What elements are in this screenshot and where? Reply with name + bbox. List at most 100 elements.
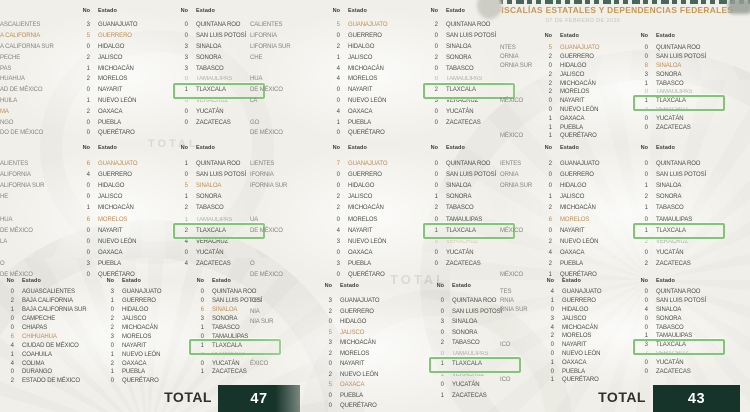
state-cell: MICHOACÁN: [122, 325, 158, 331]
count-cell: 2: [10, 298, 14, 305]
state-cell: NAYARIT: [122, 342, 147, 349]
state-cell: SONORA: [196, 54, 222, 61]
state-cell: HIDALGO: [562, 306, 589, 313]
table-row: 3 MORELOS: [102, 332, 161, 341]
count-cell: 0: [440, 382, 444, 389]
state-cell: MICHOACÁN: [98, 205, 134, 212]
clipped-title-sliver: [487, 0, 750, 4]
state-cell: MORELOS: [98, 216, 128, 223]
table-row: 2 ZACATECAS: [636, 259, 706, 270]
table-row: [500, 203, 532, 214]
column-header-no: No: [324, 283, 332, 289]
table-row: HUA: [0, 214, 44, 225]
state-cell: YUCATÁN: [656, 359, 684, 366]
table-row: 0 NAYARIT: [78, 85, 137, 96]
state-cell: DE MÉXICO: [0, 227, 33, 234]
state-cell: QUINTANA ROO: [212, 289, 257, 296]
count-cell: 2: [434, 205, 438, 212]
table-row: 2 ESTADO DE MÉXICO: [2, 377, 86, 386]
state-cell: TAMAULIPAS: [446, 216, 483, 223]
column-header: No Estado: [426, 145, 465, 151]
table-row: 0 TAMAULIPAS: [636, 88, 706, 97]
state-cell: VERACRUZ: [196, 238, 229, 245]
state-cell: MORELOS: [562, 333, 592, 340]
count-cell: 1: [644, 98, 648, 105]
count-cell: 0: [86, 119, 90, 126]
count-cell: 4: [10, 360, 14, 367]
report-date: 07 DE FEBRERO DE 2026: [546, 18, 621, 24]
state-cell: DO DE MÉXICO: [0, 130, 44, 137]
state-cell: QUERÉTARO: [560, 133, 597, 140]
count-cell: 3: [328, 340, 332, 347]
column-header: No Estado: [2, 278, 41, 284]
state-cell: NUEVO LEÓN: [122, 351, 161, 358]
state-cell: ALIFORNIA: [0, 171, 31, 178]
count-cell: 3: [86, 22, 90, 29]
table-row: 0 YUCATÁN: [636, 114, 706, 123]
table-row: ALIFORNIA: [0, 169, 44, 180]
count-cell: 0: [336, 33, 340, 40]
count-cell: 0: [184, 22, 188, 29]
state-cell: QUERÉTARO: [562, 377, 599, 384]
column-header-no: No: [82, 145, 90, 151]
table-row: 0 GUERRERO: [328, 31, 387, 42]
count-cell: 0: [336, 130, 340, 137]
state-cell: CAMPECHE: [22, 316, 56, 323]
table-row: ORNIA: [500, 169, 532, 180]
count-cell: 0: [644, 298, 648, 305]
count-cell: 4: [548, 250, 552, 257]
table-row: [500, 323, 528, 332]
table-row: 2 JALISCO: [102, 315, 161, 324]
count-cell: 2: [328, 371, 332, 378]
count-cell: 2: [434, 87, 438, 94]
count-cell: 1: [110, 298, 114, 305]
state-cell: NUEVO LEÓN: [98, 97, 137, 104]
count-cell: 0: [110, 307, 114, 314]
table-row: 8 VERACRUZ: [426, 236, 496, 247]
table-row: 6 GUANAJUATO: [78, 158, 138, 169]
table-row: UA: [250, 214, 287, 225]
table-row: 2 GUANAJUATO: [540, 158, 600, 169]
count-cell: 1: [550, 359, 554, 366]
table-row: 0 QUINTANA ROO: [636, 158, 706, 169]
count-cell: 1: [336, 54, 340, 61]
column-header-estado: Estado: [212, 278, 231, 284]
count-cell: 4: [184, 261, 188, 268]
column-header: No Estado: [176, 145, 215, 151]
column-header-estado: Estado: [348, 145, 367, 151]
state-cell: O: [0, 261, 5, 268]
table-row: 1 NUEVO LEÓN: [78, 96, 137, 107]
state-cell: SAN LUIS POTOSÍ: [446, 171, 497, 178]
state-cell: QUINTANA ROO: [452, 298, 497, 305]
state-table-table-1: ASCALIENTES A CALIFORNIA A CALIFORNIA SUR P…: [0, 8, 265, 143]
rows: 0 QUINTANA ROO 0 SAN LUIS POTOSÍ 6 SINALOA 3 SO…: [192, 288, 263, 377]
table-row: MÉXICO: [500, 225, 532, 236]
count-cell: 0: [10, 316, 14, 323]
table-row: 4 OAXACA: [328, 106, 387, 117]
table-row: 0 YUCATÁN: [176, 106, 246, 117]
table-row: 2 TABASCO: [426, 203, 496, 214]
table-row: HUILA: [0, 96, 54, 107]
state-cell: COLIMA: [22, 360, 45, 367]
count-cell: 0: [644, 124, 648, 131]
count-cell: 0: [10, 325, 14, 331]
count-cell: 2: [440, 340, 444, 347]
table-row: 0 PUEBLA: [78, 117, 137, 128]
table-row: 3 PUEBLA: [328, 259, 387, 270]
count-cell: 1: [200, 369, 204, 376]
table-row: 5 JALISCO: [320, 328, 379, 339]
table-row: 0 QUERÉTARO: [78, 270, 137, 281]
rows: 5 GUANAJUATO 0 GUERRERO 2 HIDALGO 1 JALISCO 4 MIC…: [328, 20, 388, 139]
state-cell: TLAXCALA: [656, 98, 686, 105]
column-header-estado: Estado: [122, 278, 141, 284]
state-cell: ZACATECAS: [446, 261, 481, 268]
column-header: No Estado: [636, 145, 675, 151]
table-row: 2 TABASCO: [432, 338, 502, 349]
state-cell: JALISCO: [560, 194, 585, 201]
state-cell: JALISCO: [340, 329, 365, 336]
column-header-no: No: [430, 145, 438, 151]
count-cell: 3: [110, 333, 114, 340]
state-cell: QUERÉTARO: [122, 378, 159, 385]
count-cell: 1: [434, 194, 438, 201]
state-cell: DE MÉXICO: [250, 87, 283, 94]
